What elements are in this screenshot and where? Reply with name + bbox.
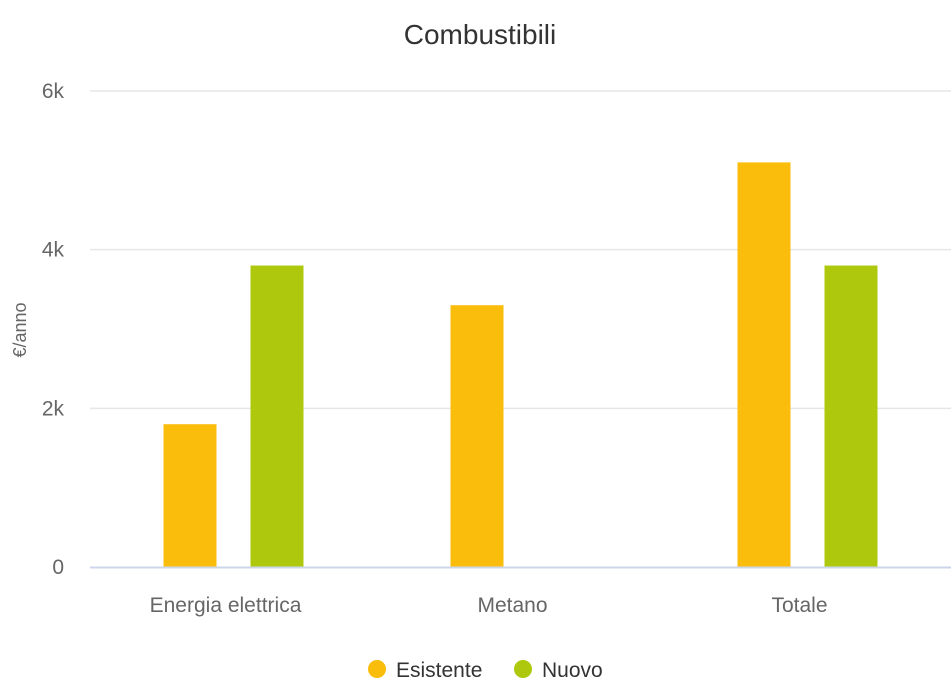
legend-marker [368, 660, 386, 678]
gridlines [90, 90, 951, 410]
x-axis: Energia elettrica Metano Totale [90, 566, 951, 617]
legend-item-esistente[interactable]: Esistente [368, 659, 482, 682]
legend-item-nuovo[interactable]: Nuovo [514, 659, 603, 682]
bars [163, 162, 878, 567]
bar-esistente-1[interactable] [163, 424, 217, 567]
legend[interactable]: Esistente Nuovo [368, 659, 603, 682]
chart-title: Combustibili [404, 19, 557, 50]
x-tick-label: Totale [771, 594, 827, 617]
legend-label: Esistente [396, 659, 482, 682]
y-axis-label: €/anno [10, 302, 30, 357]
bar-esistente-2[interactable] [450, 305, 504, 567]
y-tick-label: 0 [52, 556, 64, 579]
bar-nuovo-3[interactable] [824, 265, 878, 567]
x-tick-label: Energia elettrica [150, 594, 302, 617]
x-tick-label: Metano [477, 594, 547, 617]
y-tick-label: 2k [42, 397, 65, 420]
y-axis-ticks: 0 2k 4k 6k [42, 80, 65, 579]
bar-esistente-3[interactable] [737, 162, 791, 567]
y-tick-label: 4k [42, 239, 65, 262]
y-tick-label: 6k [42, 80, 65, 103]
legend-marker [514, 660, 532, 678]
bar-nuovo-1[interactable] [250, 265, 304, 567]
legend-label: Nuovo [542, 659, 603, 682]
